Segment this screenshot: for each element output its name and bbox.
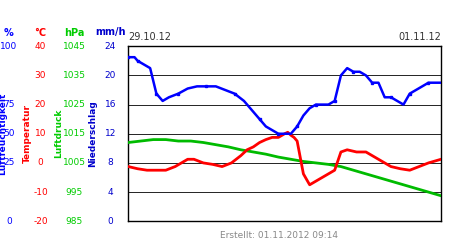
Text: Temperatur: Temperatur bbox=[22, 104, 32, 163]
Text: -20: -20 bbox=[33, 217, 48, 226]
Text: %: % bbox=[4, 28, 14, 38]
Text: mm/h: mm/h bbox=[95, 28, 126, 38]
Text: -10: -10 bbox=[33, 188, 48, 196]
Text: 1015: 1015 bbox=[63, 129, 86, 138]
Text: 40: 40 bbox=[35, 42, 46, 51]
Text: Erstellt: 01.11.2012 09:14: Erstellt: 01.11.2012 09:14 bbox=[220, 231, 338, 240]
Text: 12: 12 bbox=[104, 129, 116, 138]
Text: 25: 25 bbox=[3, 158, 15, 168]
Text: 100: 100 bbox=[0, 42, 18, 51]
Text: 1045: 1045 bbox=[63, 42, 86, 51]
Text: 10: 10 bbox=[35, 129, 46, 138]
Text: 24: 24 bbox=[104, 42, 116, 51]
Text: 1005: 1005 bbox=[63, 158, 86, 168]
Text: 4: 4 bbox=[108, 188, 113, 196]
Text: 16: 16 bbox=[104, 100, 116, 109]
Text: °C: °C bbox=[35, 28, 46, 38]
Text: 8: 8 bbox=[108, 158, 113, 168]
Text: 0: 0 bbox=[38, 158, 43, 168]
Text: 01.11.12: 01.11.12 bbox=[398, 32, 441, 42]
Text: 985: 985 bbox=[66, 217, 83, 226]
Text: Niederschlag: Niederschlag bbox=[88, 100, 97, 167]
Text: Luftfeuchtigkeit: Luftfeuchtigkeit bbox=[0, 92, 7, 175]
Text: 1035: 1035 bbox=[63, 71, 86, 80]
Text: 0: 0 bbox=[6, 217, 12, 226]
Text: 20: 20 bbox=[35, 100, 46, 109]
Text: 75: 75 bbox=[3, 100, 15, 109]
Text: 0: 0 bbox=[108, 217, 113, 226]
Text: 29.10.12: 29.10.12 bbox=[128, 32, 171, 42]
Text: 1025: 1025 bbox=[63, 100, 86, 109]
Text: 995: 995 bbox=[66, 188, 83, 196]
Text: Luftdruck: Luftdruck bbox=[54, 109, 63, 158]
Text: 30: 30 bbox=[35, 71, 46, 80]
Text: hPa: hPa bbox=[64, 28, 85, 38]
Text: 20: 20 bbox=[104, 71, 116, 80]
Text: 50: 50 bbox=[3, 129, 15, 138]
